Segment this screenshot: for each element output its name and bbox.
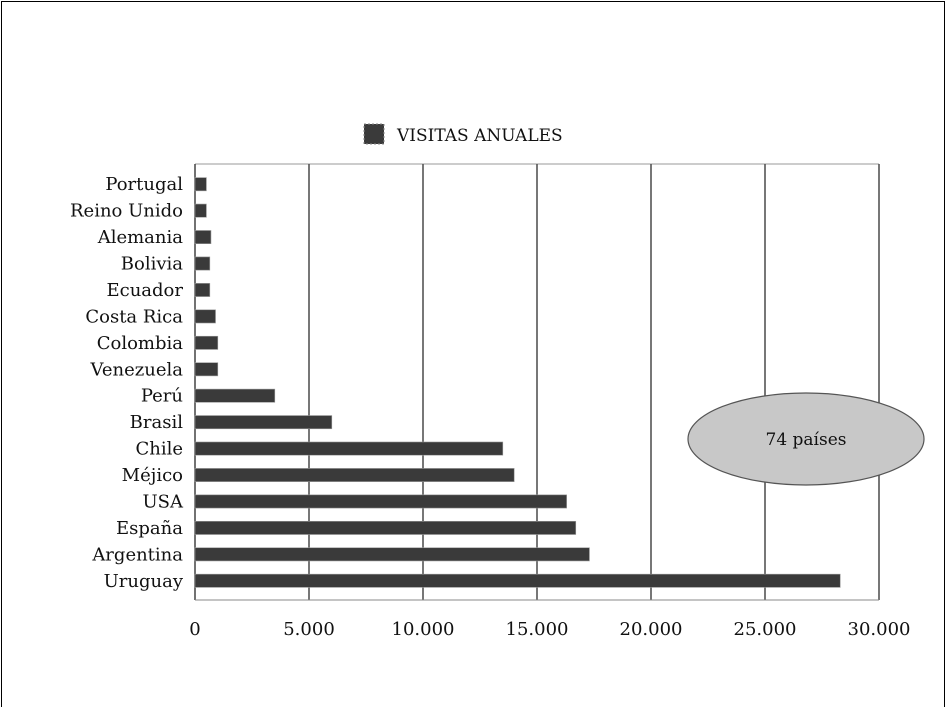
x-tick-label: 15.000 xyxy=(506,619,569,640)
plot-area: 0 5.000 10.000 15.000 20.000 25.000 30.000 Port… xyxy=(70,163,911,640)
bar xyxy=(194,230,212,245)
category-label: Ecuador xyxy=(106,280,183,301)
category-label: Colombia xyxy=(97,333,184,354)
category-label: Venezuela xyxy=(90,359,184,380)
bar xyxy=(194,309,216,324)
category-label: Bolivia xyxy=(121,254,184,275)
bar xyxy=(194,335,219,350)
bar xyxy=(194,494,567,509)
legend-swatch xyxy=(363,123,385,145)
category-label: Méjico xyxy=(122,465,183,486)
bar xyxy=(194,362,219,377)
category-label: USA xyxy=(143,491,185,512)
x-tick-label: 25.000 xyxy=(734,619,797,640)
x-tick-label: 0 xyxy=(189,619,200,640)
bar xyxy=(194,283,211,297)
category-label: España xyxy=(116,518,183,539)
bar xyxy=(194,547,590,562)
bar xyxy=(194,203,207,218)
bar xyxy=(194,441,504,456)
category-label: Brasil xyxy=(130,412,184,433)
category-label: Alemania xyxy=(97,227,184,248)
annotation-ellipse xyxy=(687,392,925,486)
x-tick-label: 10.000 xyxy=(392,619,455,640)
category-label: Perú xyxy=(141,386,183,407)
category-label: Uruguay xyxy=(104,571,184,592)
x-tick-label: 20.000 xyxy=(620,619,683,640)
category-label: Chile xyxy=(135,439,183,460)
category-label: Reino Unido xyxy=(70,201,183,222)
legend: VISITAS ANUALES xyxy=(363,123,563,146)
bar xyxy=(194,573,841,588)
annotation: 74 países xyxy=(687,392,925,486)
category-label: Portugal xyxy=(105,174,183,195)
x-tick-label: 30.000 xyxy=(848,619,911,640)
category-label: Costa Rica xyxy=(85,306,183,327)
bar xyxy=(194,468,515,482)
annotation-label: 74 países xyxy=(766,430,847,450)
bar xyxy=(194,177,207,192)
category-label: Argentina xyxy=(91,544,183,565)
bar xyxy=(194,520,577,535)
x-tick-label: 5.000 xyxy=(283,619,335,640)
bar xyxy=(194,256,211,271)
legend-label: VISITAS ANUALES xyxy=(396,126,563,146)
bar xyxy=(194,415,333,430)
bar xyxy=(194,388,276,403)
